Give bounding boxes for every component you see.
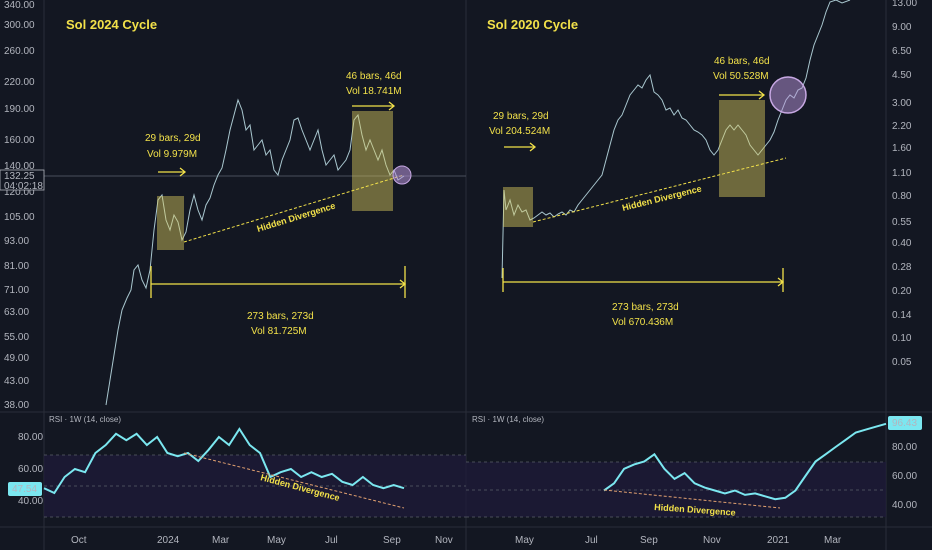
chart-title: Sol 2024 Cycle [66,17,157,32]
price-tick-label: 6.50 [892,46,912,57]
price-tick-label: 93.00 [4,236,29,247]
time-tick-label: Sep [640,535,658,546]
price-tick-label: 2.20 [892,121,912,132]
time-tick-label: 2021 [767,535,790,546]
annotation-273-bars: 273 bars, 273d [247,311,314,322]
rsi-current-label: 96.43 [892,418,917,429]
arrow-46-head [758,90,766,100]
countdown-label: 04:02:18 [4,181,43,192]
annotation-46-bars: 46 bars, 46d [714,56,770,67]
rsi-current-tag [8,482,42,496]
price-tick-label: 49.00 [4,353,29,364]
price-tick-label: 0.28 [892,262,912,273]
annotation-46-vol: Vol 50.528M [713,71,769,82]
time-tick-label: May [515,535,534,546]
price-tick-label: 0.80 [892,191,912,202]
current-price-label: 132.25 [4,171,35,182]
price-divergence-line [183,174,405,243]
price-series-line [105,98,405,406]
price-tick-label: 140.00 [4,161,35,172]
price-tick-label: 3.00 [892,98,912,109]
price-tick-label: 0.20 [892,286,912,297]
rsi-label: RSI · 1W (14, close) [472,415,544,424]
arrow-273-head [399,279,407,289]
arrow-273-head [777,277,785,287]
time-tick-label: Oct [71,535,87,546]
time-tick-label: Jul [585,535,598,546]
time-tick-label: May [267,535,286,546]
price-tick-label: 1.60 [892,143,912,154]
highlight-circle [392,165,412,185]
annotation-273-vol: Vol 81.725M [251,326,307,337]
price-tick-label: 220.00 [4,77,35,88]
price-tick-label: 43.00 [4,376,29,387]
price-tick-label: 260.00 [4,46,35,57]
rsi-tick-label: 60.00 [18,464,43,475]
time-tick-label: 2024 [157,535,180,546]
rsi-divergence-line [603,489,781,509]
price-tick-label: 63.00 [4,307,29,318]
rsi-current-tag [888,416,922,430]
time-tick-label: Nov [435,535,453,546]
price-tick-label: 1.10 [892,168,912,179]
rsi-tick-label: 80.00 [892,442,917,453]
rsi-tick-label: 40.00 [892,500,917,511]
arrow-29-head [179,167,187,177]
price-tick-label: 71.00 [4,285,29,296]
time-tick-label: Mar [212,535,230,546]
time-tick-label: Jul [325,535,338,546]
annotation-46-bars: 46 bars, 46d [346,71,402,82]
rsi-current-label: 47.54 [12,484,37,495]
price-tick-label: 120.00 [4,187,35,198]
price-tick-label: 160.00 [4,135,35,146]
time-tick-label: Mar [824,535,842,546]
annotation-46-vol: Vol 18.741M [346,86,402,97]
arrow-29-head [529,142,537,152]
chart-title: Sol 2020 Cycle [487,17,578,32]
range-box-29d [157,196,184,250]
price-tick-label: 0.55 [892,217,912,228]
rsi-tick-label: 60.00 [892,471,917,482]
highlight-circle [769,76,807,114]
range-box-46d [719,100,765,197]
price-tick-label: 0.05 [892,357,912,368]
price-tick-label: 4.50 [892,70,912,81]
time-tick-label: Sep [383,535,401,546]
rsi-tick-label: 40.00 [18,496,43,507]
annotation-273-bars: 273 bars, 273d [612,302,679,313]
sol-2020-chart: 13.00 9.00 6.50 4.50 3.00 2.20 1.60 1.10 0.80 0.5… [466,0,922,546]
current-price-tag [0,169,45,191]
price-tick-label: 300.00 [4,20,35,31]
rsi-line [43,427,405,495]
price-tick-label: 9.00 [892,22,912,33]
annotation-29-bars: 29 bars, 29d [145,133,201,144]
annotation-29-bars: 29 bars, 29d [493,111,549,122]
range-box-29d [503,187,533,227]
annotation-29-vol: Vol 204.524M [489,126,550,137]
rsi-line [603,422,887,501]
price-tick-label: 55.00 [4,332,29,343]
rsi-label: RSI · 1W (14, close) [49,415,121,424]
arrow-46-head [388,101,396,111]
annotation-29-vol: Vol 9.979M [147,149,197,160]
price-tick-label: 0.14 [892,310,912,321]
sol-2024-chart: 340.00 300.00 260.00 220.00 190.00 160.00 140.… [0,0,466,546]
range-box-46d [352,111,393,211]
price-tick-label: 81.00 [4,261,29,272]
rsi-tick-label: 80.00 [18,432,43,443]
time-tick-label: Nov [703,535,721,546]
price-tick-label: 13.00 [892,0,917,9]
price-tick-label: 190.00 [4,104,35,115]
price-tick-label: 0.40 [892,238,912,249]
price-tick-label: 105.00 [4,212,35,223]
price-tick-label: 340.00 [4,0,35,11]
price-tick-label: 0.10 [892,333,912,344]
price-tick-label: 38.00 [4,400,29,411]
rsi-divergence-line [183,452,405,509]
annotation-273-vol: Vol 670.436M [612,317,673,328]
price-divergence-line [532,157,787,223]
